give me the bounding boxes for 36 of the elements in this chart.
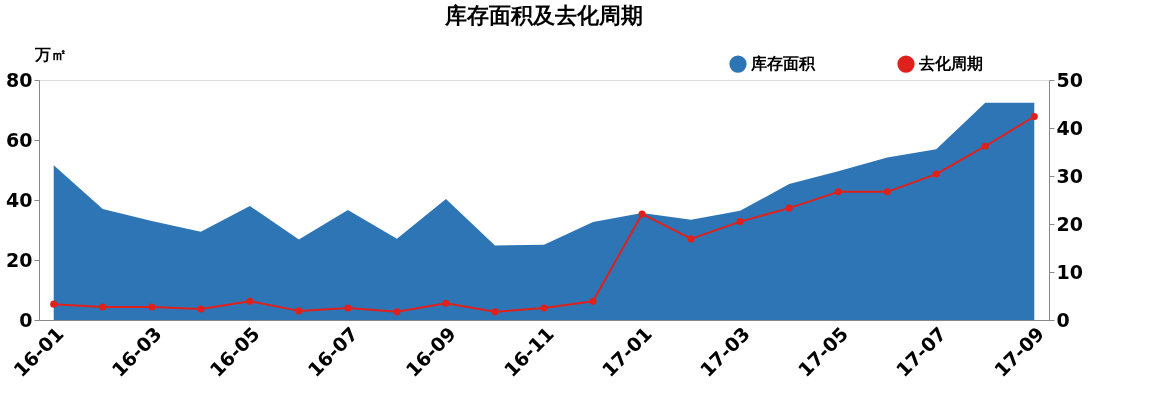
chart-title: 库存面积及去化周期 <box>444 3 643 28</box>
point <box>442 299 450 307</box>
y-tick-label: 0 <box>19 308 33 331</box>
point <box>393 308 401 316</box>
point <box>197 305 205 313</box>
y-tick-label: 20 <box>6 248 33 271</box>
point <box>1030 112 1038 121</box>
point <box>589 297 597 305</box>
point <box>491 308 499 316</box>
y2-tick-label: 20 <box>1056 212 1083 235</box>
point <box>883 188 891 196</box>
y2-tick-label: 40 <box>1056 116 1083 139</box>
point <box>344 304 352 312</box>
y-axis-title: 万㎡ <box>33 44 67 64</box>
legend-label: 去化周期 <box>918 54 983 74</box>
y2-tick-label: 50 <box>1056 68 1083 91</box>
point <box>981 142 989 150</box>
y2-tick-label: 0 <box>1056 308 1070 331</box>
point <box>736 218 744 226</box>
legend-label: 库存面积 <box>750 54 816 74</box>
point <box>99 303 107 311</box>
point <box>295 307 303 315</box>
y-tick-label: 40 <box>6 188 33 211</box>
y2-tick-label: 30 <box>1056 164 1083 187</box>
y-tick-label: 80 <box>6 68 33 91</box>
point <box>785 204 793 212</box>
point <box>932 170 940 178</box>
y-tick-label: 60 <box>6 128 33 151</box>
point <box>246 297 254 305</box>
y2-tick-label: 10 <box>1056 260 1083 283</box>
point <box>540 304 548 312</box>
point <box>834 188 842 196</box>
point <box>148 303 156 311</box>
point <box>638 210 646 218</box>
point <box>50 300 58 308</box>
point <box>687 235 695 243</box>
